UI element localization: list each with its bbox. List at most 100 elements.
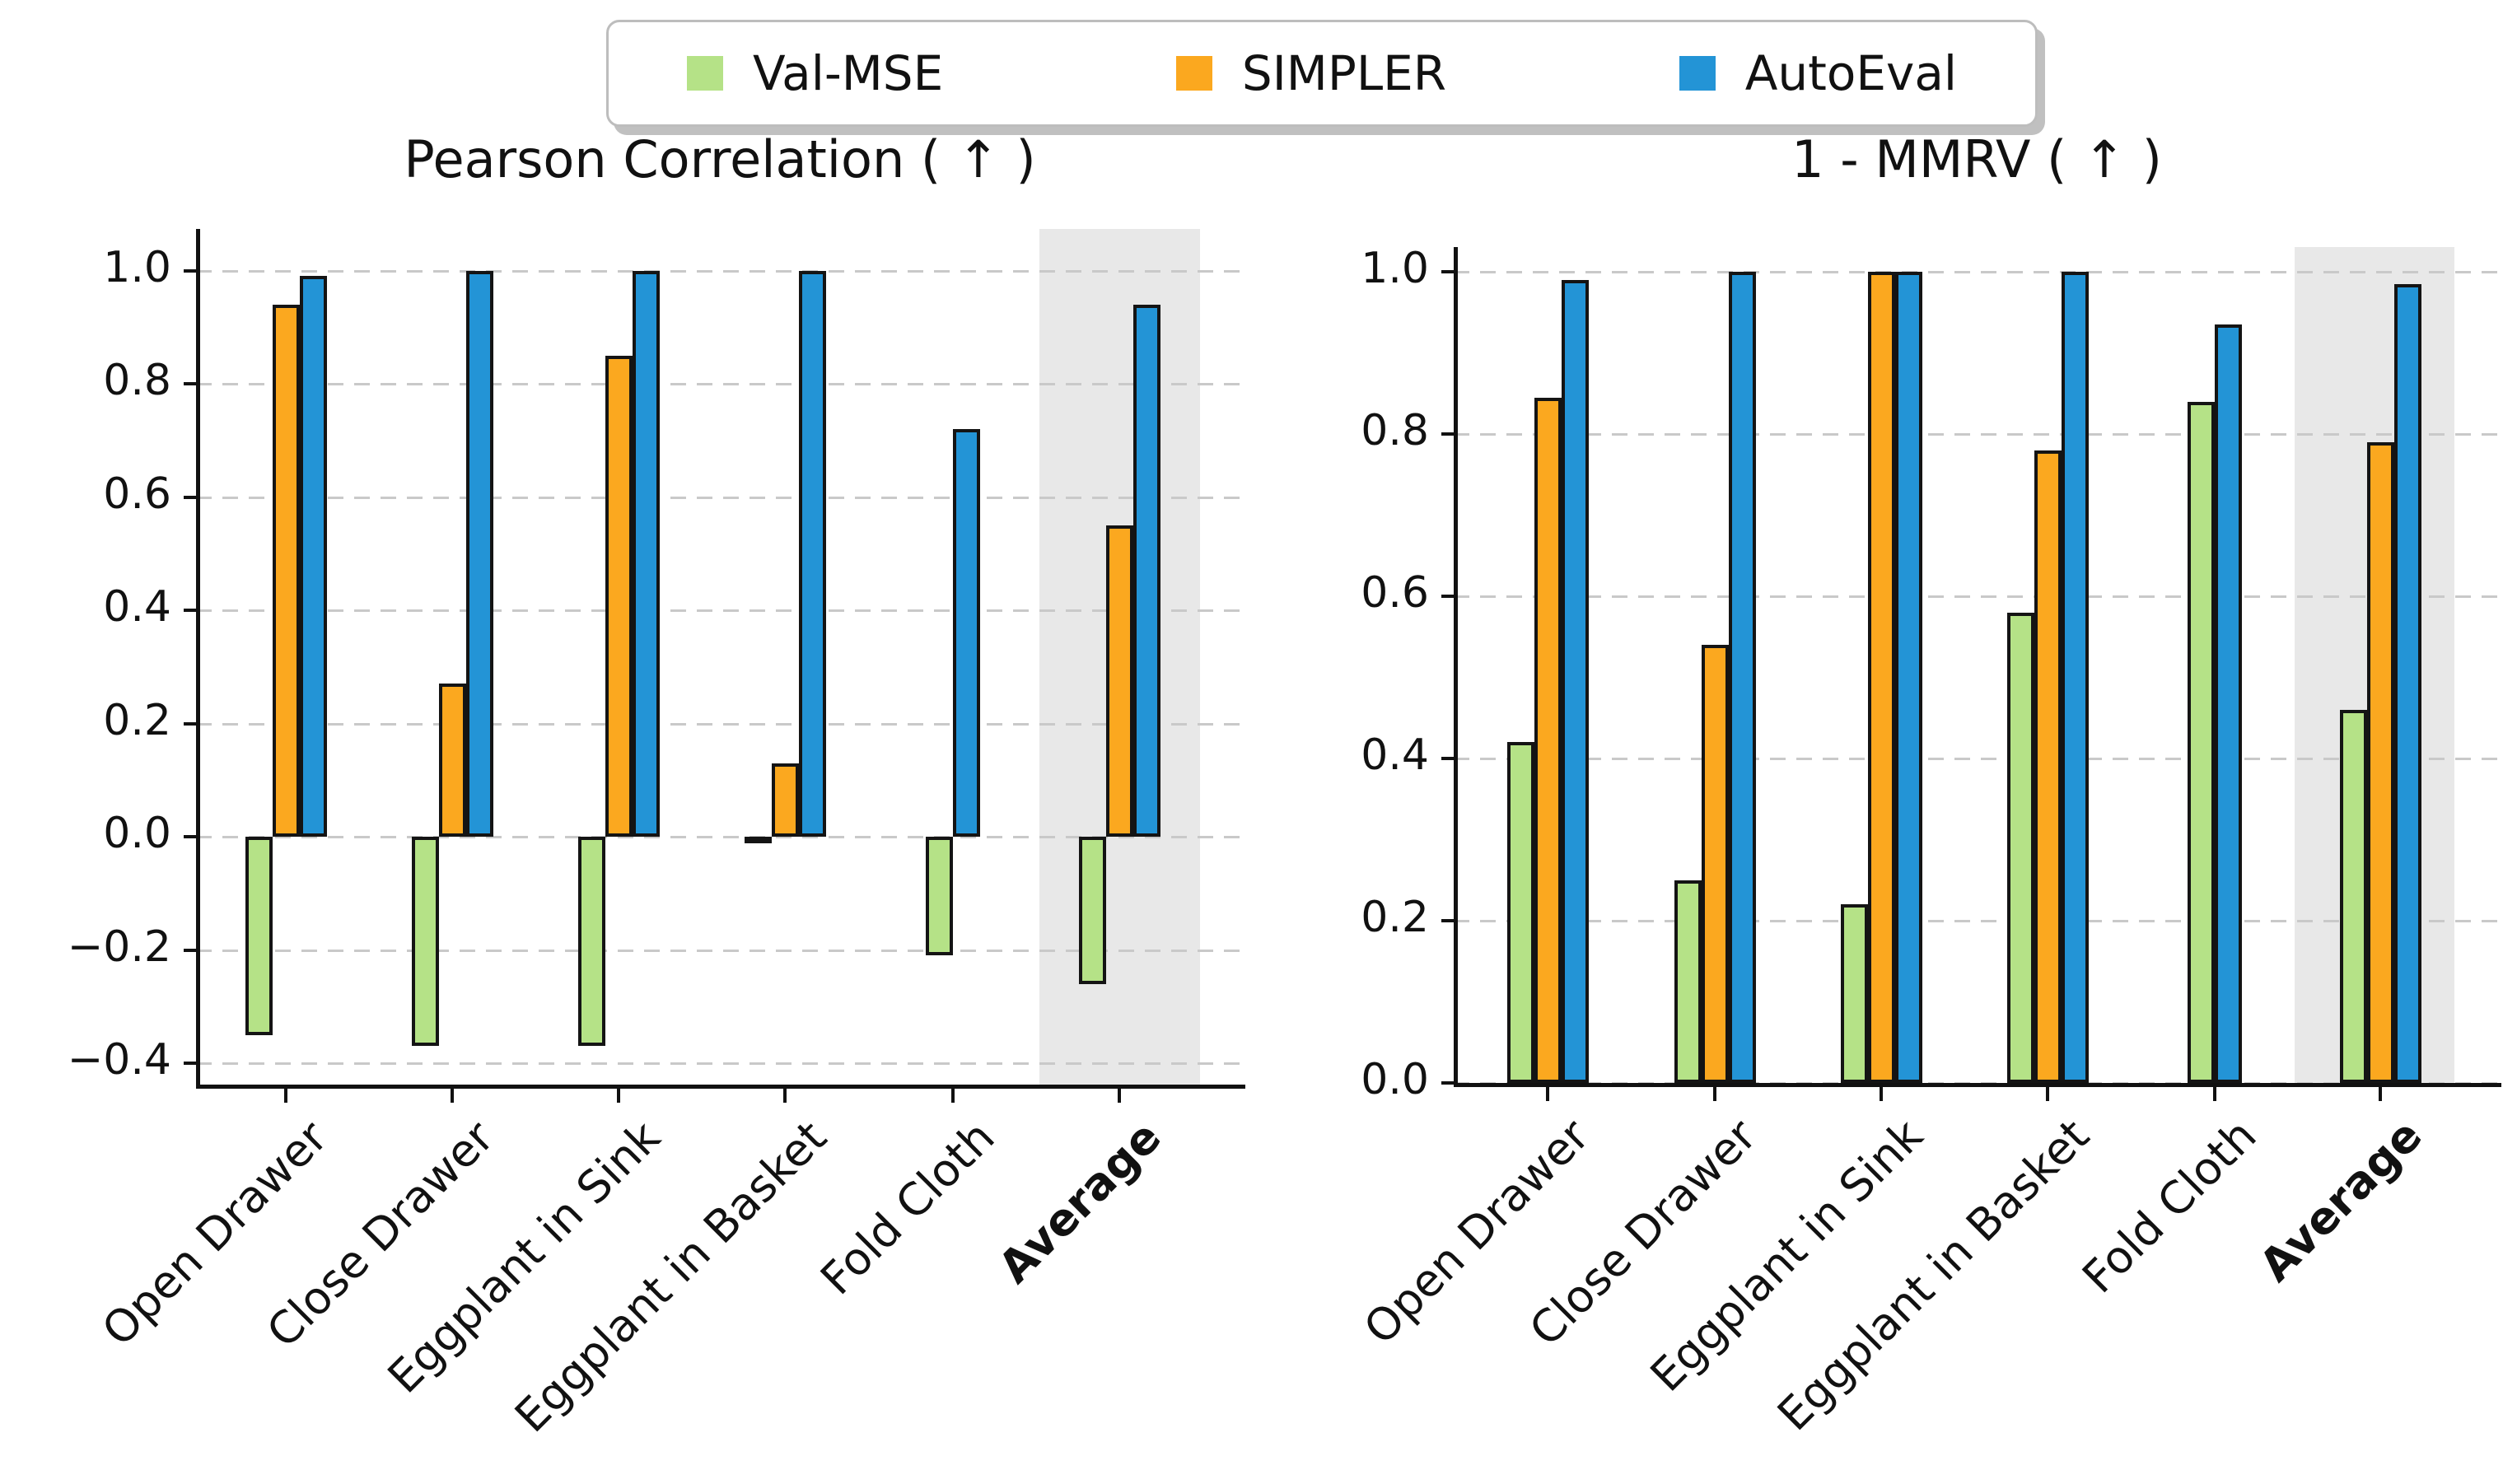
legend-item-val-mse: Val-MSE [687, 45, 943, 101]
val-mse-swatch-icon [687, 56, 723, 91]
y-tick-label: 1.0 [103, 242, 171, 292]
y-tick-label: 0.8 [103, 356, 171, 405]
y-tick-label: 1.0 [1361, 244, 1429, 293]
x-label-open-drawer: Open Drawer [1353, 1109, 1599, 1355]
bar-autoeval-eggplant-in-sink [632, 270, 660, 837]
bar-val-mse-open-drawer [1506, 742, 1534, 1083]
y-tick-label: 0.8 [1361, 406, 1429, 455]
bar-simpler-eggplant-in-basket [771, 763, 799, 837]
bar-autoeval-open-drawer [1561, 279, 1589, 1083]
gridline [1454, 595, 2500, 598]
y-tick-mark [184, 835, 196, 838]
x-tick-mark [2046, 1087, 2049, 1101]
bar-val-mse-eggplant-in-sink [577, 837, 605, 1047]
legend-item-simpler: SIMPLER [1175, 45, 1447, 101]
bar-simpler-eggplant-in-basket [2034, 450, 2062, 1083]
x-tick-mark [1713, 1087, 1716, 1101]
page-title: 1 - MMRV ( ↑ ) [1791, 129, 2162, 189]
legend: Val-MSE SIMPLER AutoEval [606, 20, 2038, 127]
bar-val-mse-close-drawer [1674, 880, 1702, 1083]
bar-simpler-close-drawer [1701, 645, 1729, 1083]
gridline [196, 836, 1244, 838]
gridline [196, 949, 1244, 952]
autoeval-swatch-icon [1679, 56, 1716, 91]
x-tick-mark [783, 1089, 787, 1103]
bar-val-mse-eggplant-in-basket [2006, 612, 2034, 1083]
y-tick-label: 0.0 [1361, 1055, 1429, 1104]
x-tick-mark [2379, 1087, 2382, 1101]
gridline [196, 269, 1244, 273]
x-tick-mark [1880, 1087, 1883, 1101]
y-tick-label: 0.2 [1361, 893, 1429, 942]
gridline [1454, 271, 2500, 273]
y-tick-mark [1441, 432, 1454, 436]
bar-val-mse-close-drawer [411, 837, 439, 1047]
x-tick-mark [1546, 1087, 1549, 1101]
y-tick-mark [184, 721, 196, 726]
y-tick-label: −0.4 [67, 1035, 171, 1085]
x-tick-mark [617, 1089, 620, 1103]
x-axis-line [1454, 1083, 2501, 1087]
gridline [196, 1062, 1244, 1065]
gridline [196, 722, 1244, 726]
bar-autoeval-average [2393, 283, 2421, 1083]
y-tick-mark [1441, 595, 1454, 598]
y-tick-mark [184, 268, 196, 273]
legend-label: AutoEval [1744, 45, 1957, 101]
y-tick-label: 0.4 [103, 582, 171, 632]
y-tick-label: 0.0 [103, 809, 171, 858]
gridline [196, 496, 1244, 499]
x-tick-mark [1118, 1089, 1121, 1103]
bar-autoeval-eggplant-in-basket [798, 270, 826, 837]
bar-simpler-average [2366, 441, 2394, 1083]
x-tick-mark [284, 1089, 287, 1103]
bar-autoeval-close-drawer [1728, 272, 1756, 1083]
bar-val-mse-eggplant-in-sink [1840, 904, 1868, 1083]
bar-autoeval-eggplant-in-sink [1894, 272, 1922, 1083]
y-tick-mark [1441, 270, 1454, 273]
bar-autoeval-fold-cloth [953, 429, 980, 837]
simpler-swatch-icon [1175, 56, 1212, 91]
y-tick-label: 0.4 [1361, 730, 1429, 780]
gridline [1454, 433, 2500, 436]
y-tick-label: −0.2 [67, 922, 171, 972]
legend-label: Val-MSE [753, 45, 944, 101]
y-tick-label: 0.2 [103, 695, 171, 745]
bar-simpler-average [1105, 525, 1133, 837]
y-axis-line [196, 229, 200, 1089]
x-tick-mark [951, 1089, 955, 1103]
bar-autoeval-open-drawer [299, 276, 327, 837]
bar-simpler-close-drawer [438, 684, 466, 837]
bar-autoeval-close-drawer [465, 270, 493, 837]
bar-simpler-open-drawer [1534, 397, 1562, 1083]
y-tick-mark [184, 609, 196, 612]
y-tick-mark [1441, 1081, 1454, 1085]
y-tick-mark [184, 382, 196, 385]
bar-val-mse-fold-cloth [926, 837, 953, 956]
y-tick-mark [184, 495, 196, 499]
x-axis-line [196, 1085, 1245, 1089]
y-tick-label: 0.6 [103, 469, 171, 519]
page-title: Pearson Correlation ( ↑ ) [404, 129, 1036, 189]
legend-label: SIMPLER [1241, 45, 1447, 101]
x-tick-mark [451, 1089, 454, 1103]
bar-autoeval-eggplant-in-basket [2061, 272, 2089, 1083]
bar-val-mse-eggplant-in-basket [744, 837, 772, 843]
y-tick-mark [184, 948, 196, 952]
y-tick-label: 0.6 [1361, 568, 1429, 618]
legend-item-autoeval: AutoEval [1679, 45, 1957, 101]
gridline [1454, 758, 2500, 760]
bar-val-mse-average [1078, 837, 1106, 984]
gridline [1454, 920, 2500, 922]
bar-val-mse-fold-cloth [2188, 401, 2215, 1083]
y-tick-mark [1441, 757, 1454, 760]
bar-simpler-eggplant-in-sink [605, 355, 633, 837]
x-tick-mark [2213, 1087, 2216, 1101]
gridline [196, 609, 1244, 612]
bar-val-mse-open-drawer [245, 837, 273, 1035]
y-tick-mark [184, 1062, 196, 1065]
gridline [196, 383, 1244, 385]
